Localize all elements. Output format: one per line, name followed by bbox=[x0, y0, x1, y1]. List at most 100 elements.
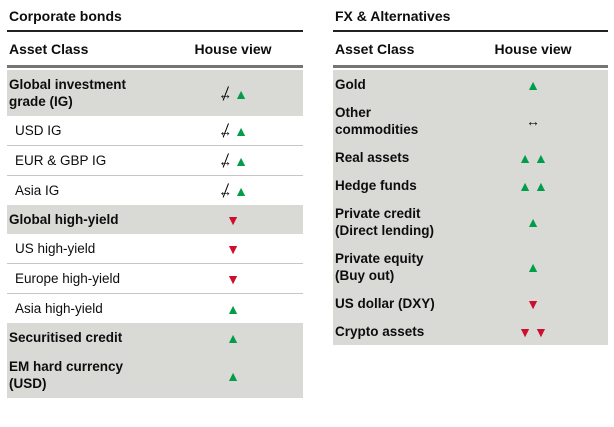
asset-class-label: Securitised credit bbox=[9, 330, 123, 345]
house-view-cell: ▼ bbox=[458, 295, 608, 311]
asset-class-label: USD IG bbox=[15, 123, 62, 138]
house-view-tables-page: Corporate bonds Asset Class House view G… bbox=[0, 0, 614, 398]
asset-class-label: EUR & GBP IG bbox=[15, 153, 107, 168]
up-triangle-icon: ▲ bbox=[226, 301, 240, 318]
house-view-cell: ▲ bbox=[458, 76, 608, 92]
house-view-cell: ▼ bbox=[163, 271, 303, 286]
house-view-icons: ▲ bbox=[526, 215, 540, 229]
house-view-cell: ↔ ▲ bbox=[163, 123, 303, 138]
house-view-cell: ↔ ▲ bbox=[163, 183, 303, 198]
house-view-cell: ▲ ▲ bbox=[458, 177, 608, 193]
table-row: US high-yield ▼ bbox=[7, 234, 303, 264]
house-view-icons: ▲ bbox=[226, 331, 240, 345]
house-view-icons: ▼ bbox=[226, 213, 240, 227]
asset-class-label: Asia IG bbox=[15, 183, 60, 198]
house-view-icons: ↔ ▲ bbox=[218, 154, 248, 168]
down-triangle-icon: ▼ bbox=[226, 212, 240, 229]
table-row: EM hard currency (USD) ▲ bbox=[7, 352, 303, 398]
house-view-icons: ↔ ▲ bbox=[218, 87, 248, 101]
table-row: Hedge funds ▲ ▲ bbox=[333, 171, 608, 199]
house-view-cell: ▲ bbox=[163, 330, 303, 345]
house-view-icons: ▲ ▲ bbox=[518, 179, 548, 193]
house-view-icons: ▼ ▼ bbox=[518, 325, 548, 339]
asset-class-label: US high-yield bbox=[15, 241, 96, 256]
struck-left-right-arrow-icon: ↔ bbox=[218, 85, 233, 102]
house-view-icons: ▲ bbox=[526, 260, 540, 274]
struck-left-right-arrow-icon: ↔ bbox=[218, 123, 233, 140]
down-triangle-icon: ▼ bbox=[226, 271, 240, 288]
table-title-corporate-bonds: Corporate bonds bbox=[7, 6, 303, 32]
house-view-icons: ↔ bbox=[526, 114, 540, 128]
table-row: Asia high-yield ▲ bbox=[7, 294, 303, 323]
asset-class-label: Europe high-yield bbox=[15, 271, 121, 286]
table-row: Global investment grade (IG) ↔ ▲ bbox=[7, 70, 303, 116]
asset-class-label: Global investment grade (IG) bbox=[9, 77, 127, 109]
up-triangle-icon: ▲ bbox=[234, 183, 248, 200]
down-triangle-icon: ▼ bbox=[518, 323, 532, 340]
asset-class-label: Other commodities bbox=[335, 104, 419, 137]
up-triangle-icon: ▲ bbox=[234, 123, 248, 140]
house-view-cell: ▼ bbox=[163, 212, 303, 227]
up-triangle-icon: ▲ bbox=[534, 177, 548, 194]
table-row: Crypto assets ▼ ▼ bbox=[333, 317, 608, 345]
up-triangle-icon: ▲ bbox=[226, 330, 240, 347]
table-row: Securitised credit ▲ bbox=[7, 323, 303, 352]
down-triangle-icon: ▼ bbox=[534, 323, 548, 340]
up-triangle-icon: ▲ bbox=[226, 367, 240, 384]
table-row: Europe high-yield ▼ bbox=[7, 264, 303, 294]
asset-class-label: Crypto assets bbox=[335, 323, 425, 339]
table-body-corporate-bonds: Global investment grade (IG) ↔ ▲ USD IG ↔ ▲ EU… bbox=[7, 70, 303, 398]
asset-class-label: Asia high-yield bbox=[15, 301, 103, 316]
column-header-asset-class: Asset Class bbox=[9, 41, 89, 57]
house-view-icons: ▲ bbox=[526, 78, 540, 92]
corporate-bonds-table: Corporate bonds Asset Class House view G… bbox=[7, 6, 303, 398]
asset-class-label: Gold bbox=[335, 76, 366, 92]
up-triangle-icon: ▲ bbox=[534, 149, 548, 166]
house-view-cell: ▲ bbox=[163, 367, 303, 384]
house-view-icons: ↔ ▲ bbox=[218, 184, 248, 198]
table-row: US dollar (DXY) ▼ bbox=[333, 289, 608, 317]
up-triangle-icon: ▲ bbox=[234, 153, 248, 170]
struck-left-right-arrow-icon: ↔ bbox=[218, 183, 233, 200]
house-view-cell: ▲ ▲ bbox=[458, 149, 608, 165]
asset-class-label: US dollar (DXY) bbox=[335, 295, 435, 311]
house-view-icons: ▲ bbox=[226, 302, 240, 316]
down-triangle-icon: ▼ bbox=[226, 241, 240, 258]
table-row: EUR & GBP IG ↔ ▲ bbox=[7, 146, 303, 176]
down-triangle-icon: ▼ bbox=[526, 295, 540, 312]
table-body-fx-alternatives: Gold ▲ Other commodities ↔ Real assets ▲ ▲ Hedg… bbox=[333, 70, 608, 345]
asset-class-label: Hedge funds bbox=[335, 177, 417, 193]
house-view-icons: ▲ ▲ bbox=[518, 151, 548, 165]
house-view-cell: ▲ bbox=[458, 259, 608, 274]
fx-alternatives-table: FX & Alternatives Asset Class House view… bbox=[333, 6, 608, 398]
table-row: Real assets ▲ ▲ bbox=[333, 143, 608, 171]
table-row: Gold ▲ bbox=[333, 70, 608, 98]
table-header-row: Asset Class House view bbox=[333, 32, 608, 68]
column-header-house-view: House view bbox=[494, 41, 572, 57]
table-row: Global high-yield ▼ bbox=[7, 205, 303, 234]
asset-class-label: Private credit (Direct lending) bbox=[335, 205, 435, 238]
house-view-cell: ▲ bbox=[458, 214, 608, 229]
table-row: Private equity (Buy out) ▲ bbox=[333, 244, 608, 289]
house-view-cell: ▲ bbox=[163, 301, 303, 316]
up-triangle-icon: ▲ bbox=[234, 85, 248, 102]
asset-class-label: Global high-yield bbox=[9, 212, 119, 227]
house-view-cell: ↔ ▲ bbox=[163, 153, 303, 168]
house-view-icons: ▼ bbox=[526, 297, 540, 311]
asset-class-label: Real assets bbox=[335, 149, 410, 165]
up-triangle-icon: ▲ bbox=[526, 76, 540, 93]
table-header-row: Asset Class House view bbox=[7, 32, 303, 68]
house-view-cell: ▼ ▼ bbox=[458, 323, 608, 339]
table-row: USD IG ↔ ▲ bbox=[7, 116, 303, 146]
table-title-fx-alternatives: FX & Alternatives bbox=[333, 6, 608, 32]
column-header-asset-class: Asset Class bbox=[335, 41, 415, 57]
house-view-icons: ▼ bbox=[226, 272, 240, 286]
up-triangle-icon: ▲ bbox=[518, 149, 532, 166]
asset-class-label: Private equity (Buy out) bbox=[335, 250, 424, 283]
up-triangle-icon: ▲ bbox=[518, 177, 532, 194]
house-view-icons: ↔ ▲ bbox=[218, 124, 248, 138]
asset-class-label: EM hard currency (USD) bbox=[9, 359, 124, 391]
struck-left-right-arrow-icon: ↔ bbox=[218, 153, 233, 170]
house-view-cell: ↔ ▲ bbox=[163, 85, 303, 101]
house-view-cell: ▼ bbox=[163, 241, 303, 256]
